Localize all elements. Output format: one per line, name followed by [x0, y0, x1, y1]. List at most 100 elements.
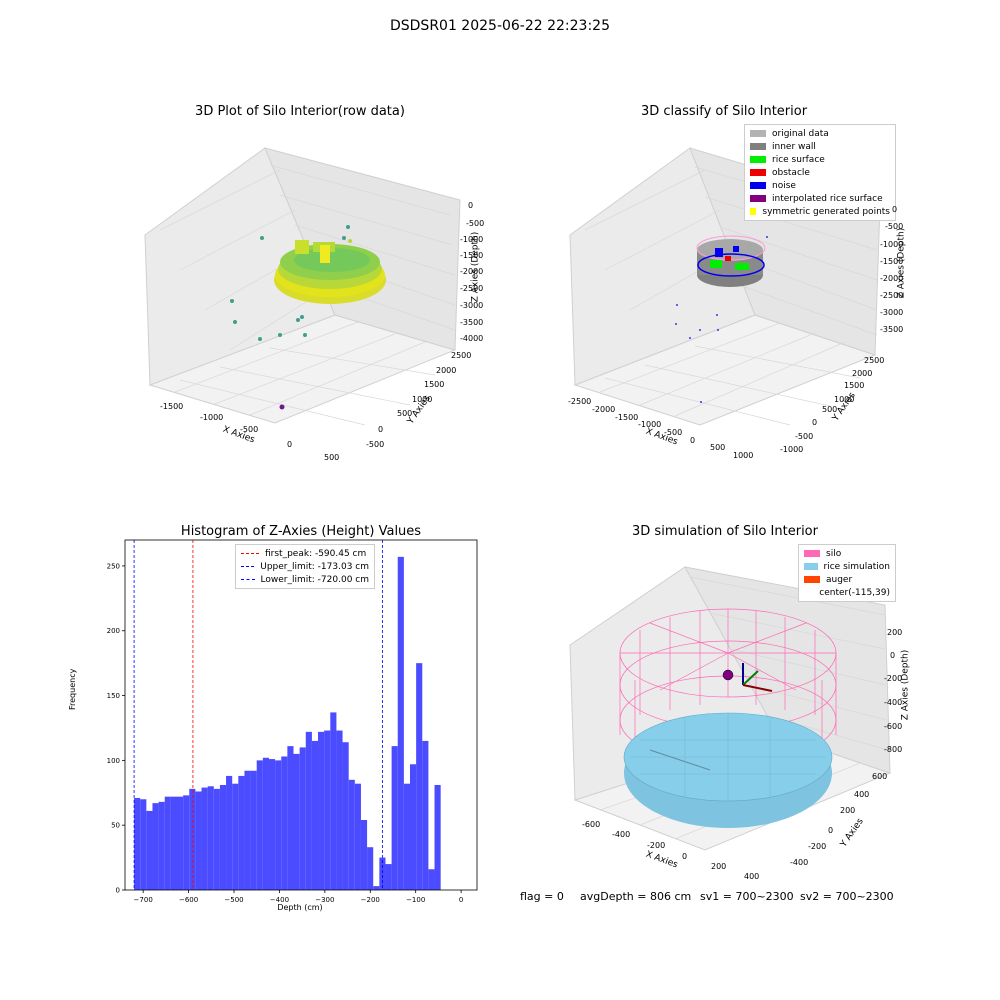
histogram-y-tick-label: 0: [116, 887, 120, 895]
legend-label: rice surface: [772, 154, 825, 165]
classify-y-tick-5: 1500: [844, 381, 865, 390]
legend-label: auger: [826, 574, 853, 585]
auger-marker: [722, 663, 773, 692]
histogram-bar: [318, 731, 325, 890]
legend-label: center(-115,39): [819, 587, 890, 598]
raw-z-tick-1: -500: [466, 219, 485, 228]
histogram-y-tick-label: 250: [107, 562, 120, 570]
classify-z-tick-0: 0: [892, 205, 898, 214]
histogram-frame: [124, 539, 478, 891]
sim-y-tick-2: 0: [828, 826, 834, 835]
legend-swatch: [750, 156, 766, 163]
histogram-bar: [183, 795, 190, 890]
legend-item: inner wall: [750, 140, 890, 153]
classify-x-tick-3: -1000: [638, 420, 662, 429]
sim-z-tick-0: 200: [887, 628, 903, 637]
histogram-bar: [170, 796, 178, 890]
legend-swatch: [750, 130, 766, 137]
raw-y-tick-2: 500: [397, 409, 413, 418]
classify-z-label: Z Axies (Depth): [896, 227, 907, 299]
raw-y-tick-5: 2000: [436, 366, 457, 375]
classify-y-tick-4: 1000: [834, 395, 855, 404]
raw-x-tick-1: -1000: [200, 413, 224, 422]
histogram-y-tick-label: 150: [107, 692, 120, 700]
histogram-x-tick-label: −200: [361, 896, 380, 904]
histogram-bar: [367, 847, 374, 890]
sim-x-tick-4: 200: [711, 862, 727, 871]
histogram-bar: [238, 775, 245, 890]
sim-x-tick-0: -600: [582, 820, 601, 829]
legend-item: silo: [804, 547, 890, 560]
raw-z-tick-8: -4000: [460, 334, 484, 343]
sim-x-tick-5: 400: [744, 872, 760, 881]
classify-y-tick-0: -1000: [780, 445, 804, 454]
raw-x-tick-3: 0: [287, 440, 293, 449]
classify-z-tick-4: -2000: [880, 274, 904, 283]
histogram-bar: [305, 731, 312, 890]
raw-x-tick-4: 500: [324, 453, 340, 462]
classify-x-tick-1: -2000: [592, 405, 616, 414]
legend-item: obstacle: [750, 166, 890, 179]
histogram-bar: [397, 556, 404, 890]
legend-label: symmetric generated points: [762, 206, 890, 217]
histogram-bar: [219, 785, 227, 890]
legend-label: inner wall: [772, 141, 816, 152]
histogram-bar: [373, 886, 380, 890]
legend-label: original data: [772, 128, 829, 139]
sim-z-tick-3: -400: [884, 698, 903, 707]
classify-z-tick-5: -2500: [880, 291, 904, 300]
classify-x-tick-5: 0: [690, 436, 696, 445]
legend-item: Lower_limit: -720.00 cm: [241, 573, 369, 586]
histogram-bar: [177, 796, 184, 890]
histogram-bar: [226, 775, 233, 890]
classify-x-tick-6: 500: [710, 443, 726, 452]
raw-y-tick-4: 1500: [424, 380, 445, 389]
legend-swatch: [750, 208, 757, 215]
histogram-bar: [152, 803, 159, 890]
status-sv2: sv2 = 700~2300: [800, 890, 894, 903]
histogram-bar: [275, 760, 282, 890]
legend-swatch: [804, 589, 813, 596]
histogram-bar: [336, 730, 343, 890]
histogram-bar: [146, 810, 153, 890]
histogram-legend: first_peak: -590.45 cm Upper_limit: -173…: [235, 544, 375, 589]
classify-legend: original data inner wall rice surface ob…: [744, 124, 896, 221]
histogram-bar: [342, 742, 349, 890]
classify-y-tick-2: 0: [812, 418, 818, 427]
raw-z-tick-0: 0: [468, 201, 474, 210]
sim-y-tick-3: 200: [840, 806, 856, 815]
legend-item: interpolated rice surface: [750, 192, 890, 205]
raw-x-tick-2: -500: [240, 425, 259, 434]
histogram-x-tick-label: −400: [270, 896, 289, 904]
legend-item: rice surface: [750, 153, 890, 166]
histogram-x-tick-label: −300: [315, 896, 334, 904]
histogram-bar: [244, 770, 251, 890]
simulation-plot-title: 3D simulation of Silo Interior: [632, 524, 818, 539]
histogram-x-tick-label: −600: [179, 896, 198, 904]
legend-swatch: [750, 195, 766, 202]
histogram-plot: −700 −600 −500 −400 −300 −200 −100 0 0 50 100 150 20…: [107, 539, 478, 904]
histogram-bar: [385, 864, 392, 890]
classify-y-tick-6: 2000: [852, 369, 873, 378]
raw-x-tick-0: -1500: [160, 402, 184, 411]
raw-y-tick-6: 2500: [451, 351, 472, 360]
classify-x-tick-7: 1000: [733, 451, 754, 460]
legend-item: original data: [750, 127, 890, 140]
classify-y-tick-3: 500: [822, 405, 838, 414]
sim-z-tick-5: -800: [884, 745, 903, 754]
legend-item: center(-115,39): [804, 586, 890, 599]
histogram-bar: [140, 799, 147, 890]
sim-z-label: Z Axies (Depth): [900, 649, 911, 721]
raw-plot-title: 3D Plot of Silo Interior(row data): [195, 104, 405, 119]
histogram-bar: [195, 791, 202, 890]
sim-z-tick-1: 0: [890, 651, 896, 660]
raw-z-tick-2: -1000: [460, 235, 484, 244]
legend-item: symmetric generated points: [750, 205, 890, 218]
rice-simulation-surface: [623, 712, 833, 828]
histogram-bar: [281, 756, 288, 890]
histogram-bar: [403, 783, 411, 890]
classify-3d-plot: [569, 147, 881, 426]
legend-swatch: [804, 563, 818, 570]
histogram-y-label: Frequency: [68, 668, 77, 710]
legend-swatch: [750, 182, 766, 189]
